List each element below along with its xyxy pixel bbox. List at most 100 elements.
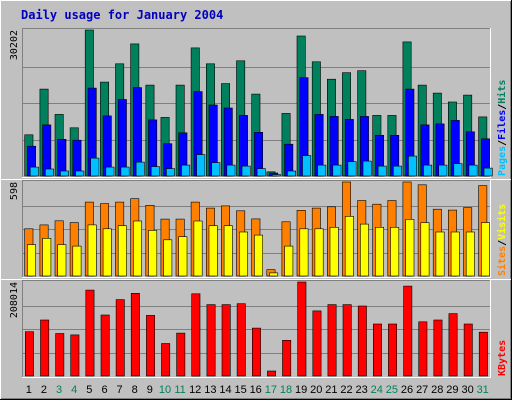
bar-pages-day-31 — [483, 167, 493, 177]
day-label-28: 28 — [431, 384, 443, 396]
bar-visits-day-20 — [314, 228, 324, 277]
panel-hits-files-pages: 30202 Pages/Files/Hits — [9, 28, 508, 178]
bar-pages-day-4 — [75, 170, 85, 177]
day-label-20: 20 — [310, 384, 322, 396]
bar-kbytes-day-29 — [448, 313, 458, 377]
bar-kbytes-day-5 — [85, 289, 95, 377]
bar-files-day-7 — [117, 99, 127, 177]
bar-pages-day-3 — [60, 170, 70, 177]
bar-kbytes-day-22 — [342, 304, 352, 377]
bar-visits-day-11 — [178, 236, 188, 277]
bar-kbytes-day-15 — [236, 303, 246, 377]
day-label-29: 29 — [446, 384, 458, 396]
bar-pages-day-9 — [150, 166, 160, 177]
bar-pages-day-25 — [392, 165, 402, 177]
day-label-12: 12 — [189, 384, 201, 396]
day-label-30: 30 — [461, 384, 473, 396]
bar-pages-day-11 — [181, 164, 191, 177]
day-label-14: 14 — [219, 384, 231, 396]
side-legend-part: Pages — [497, 146, 508, 176]
bar-pages-day-7 — [120, 166, 130, 177]
day-label-11: 11 — [174, 384, 185, 396]
bar-visits-day-10 — [163, 239, 173, 277]
day-label-2: 2 — [41, 384, 47, 396]
bar-pages-day-10 — [166, 168, 175, 177]
bar-files-day-4 — [72, 139, 82, 177]
bar-visits-day-22 — [344, 216, 354, 277]
bar-kbytes-day-4 — [70, 334, 80, 377]
bar-kbytes-day-30 — [463, 323, 473, 377]
side-legend: KBytes — [497, 340, 508, 376]
bar-visits-day-2 — [42, 238, 52, 277]
day-label-6: 6 — [101, 384, 107, 396]
bar-visits-day-15 — [239, 231, 248, 277]
bar-kbytes-day-7 — [115, 299, 125, 377]
bar-kbytes-day-2 — [40, 319, 50, 377]
bar-visits-day-26 — [405, 219, 415, 277]
bar-visits-day-13 — [208, 225, 218, 277]
bar-kbytes-day-12 — [191, 293, 201, 377]
day-label-19: 19 — [295, 384, 307, 396]
side-legend: Pages/Files/Hits — [496, 80, 508, 176]
bar-pages-day-27 — [423, 164, 433, 177]
chart-title: Daily usage for January 2004 — [21, 8, 223, 22]
bar-pages-day-20 — [317, 164, 327, 177]
bar-pages-day-15 — [241, 165, 251, 177]
bar-kbytes-day-21 — [327, 304, 337, 377]
max-value-label: 30202 — [9, 30, 20, 60]
day-label-7: 7 — [117, 384, 123, 396]
bar-kbytes-day-8 — [130, 292, 140, 377]
bar-kbytes-day-9 — [146, 315, 155, 377]
panel-kbytes: 208014 KBytes — [9, 280, 508, 378]
bar-visits-day-5 — [87, 224, 97, 277]
day-label-21: 21 — [325, 384, 337, 396]
bar-pages-day-5 — [90, 157, 100, 177]
bar-visits-day-18 — [284, 245, 294, 277]
side-legend-part: Files — [496, 110, 508, 140]
side-legend: Sites/Visits — [496, 204, 508, 276]
side-legend-part: / — [497, 104, 508, 110]
day-label-24: 24 — [371, 384, 383, 396]
bar-files-day-3 — [57, 139, 67, 177]
bar-pages-day-19 — [302, 155, 312, 177]
bar-kbytes-day-16 — [252, 327, 261, 377]
bar-visits-day-7 — [117, 225, 127, 277]
bar-visits-day-16 — [254, 234, 263, 277]
day-label-3: 3 — [56, 384, 62, 396]
bar-pages-day-2 — [44, 168, 54, 177]
bar-kbytes-day-17 — [267, 370, 276, 377]
bar-visits-day-27 — [420, 222, 430, 277]
bar-kbytes-day-23 — [357, 305, 367, 377]
bar-pages-day-12 — [196, 154, 206, 177]
bar-visits-day-12 — [193, 220, 203, 277]
side-legend-part: Sites — [496, 246, 508, 276]
side-legend-part: Visits — [496, 204, 508, 240]
bar-kbytes-day-13 — [206, 304, 216, 377]
side-legend-part: / — [497, 140, 508, 146]
bar-pages-day-29 — [453, 163, 463, 177]
day-label-4: 4 — [71, 384, 77, 396]
bar-pages-day-16 — [256, 168, 266, 177]
bar-pages-day-1 — [29, 166, 39, 177]
bar-pages-day-13 — [211, 162, 221, 177]
bar-pages-day-18 — [287, 170, 296, 177]
bar-visits-day-30 — [465, 231, 475, 277]
day-label-23: 23 — [355, 384, 367, 396]
bar-kbytes-day-14 — [221, 304, 231, 377]
day-label-31: 31 — [477, 384, 489, 396]
day-label-27: 27 — [416, 384, 428, 396]
bar-pages-day-23 — [362, 160, 372, 177]
max-value-label: 208014 — [9, 282, 20, 318]
day-label-10: 10 — [159, 384, 171, 396]
day-label-9: 9 — [147, 384, 153, 396]
bar-kbytes-day-19 — [297, 281, 307, 377]
side-legend-part: KBytes — [497, 340, 508, 376]
bar-kbytes-day-28 — [433, 319, 443, 377]
day-labels: 1 2 3 4 5 6 7 8 9 10 11 12 13 14 15 16 17 18 19 20 21 22 23 24 2… — [26, 384, 489, 396]
bar-visits-day-29 — [450, 231, 460, 277]
bar-pages-day-17 — [271, 174, 281, 177]
bar-kbytes-day-31 — [478, 331, 488, 377]
bar-kbytes-day-27 — [418, 321, 428, 377]
day-label-16: 16 — [250, 384, 262, 396]
